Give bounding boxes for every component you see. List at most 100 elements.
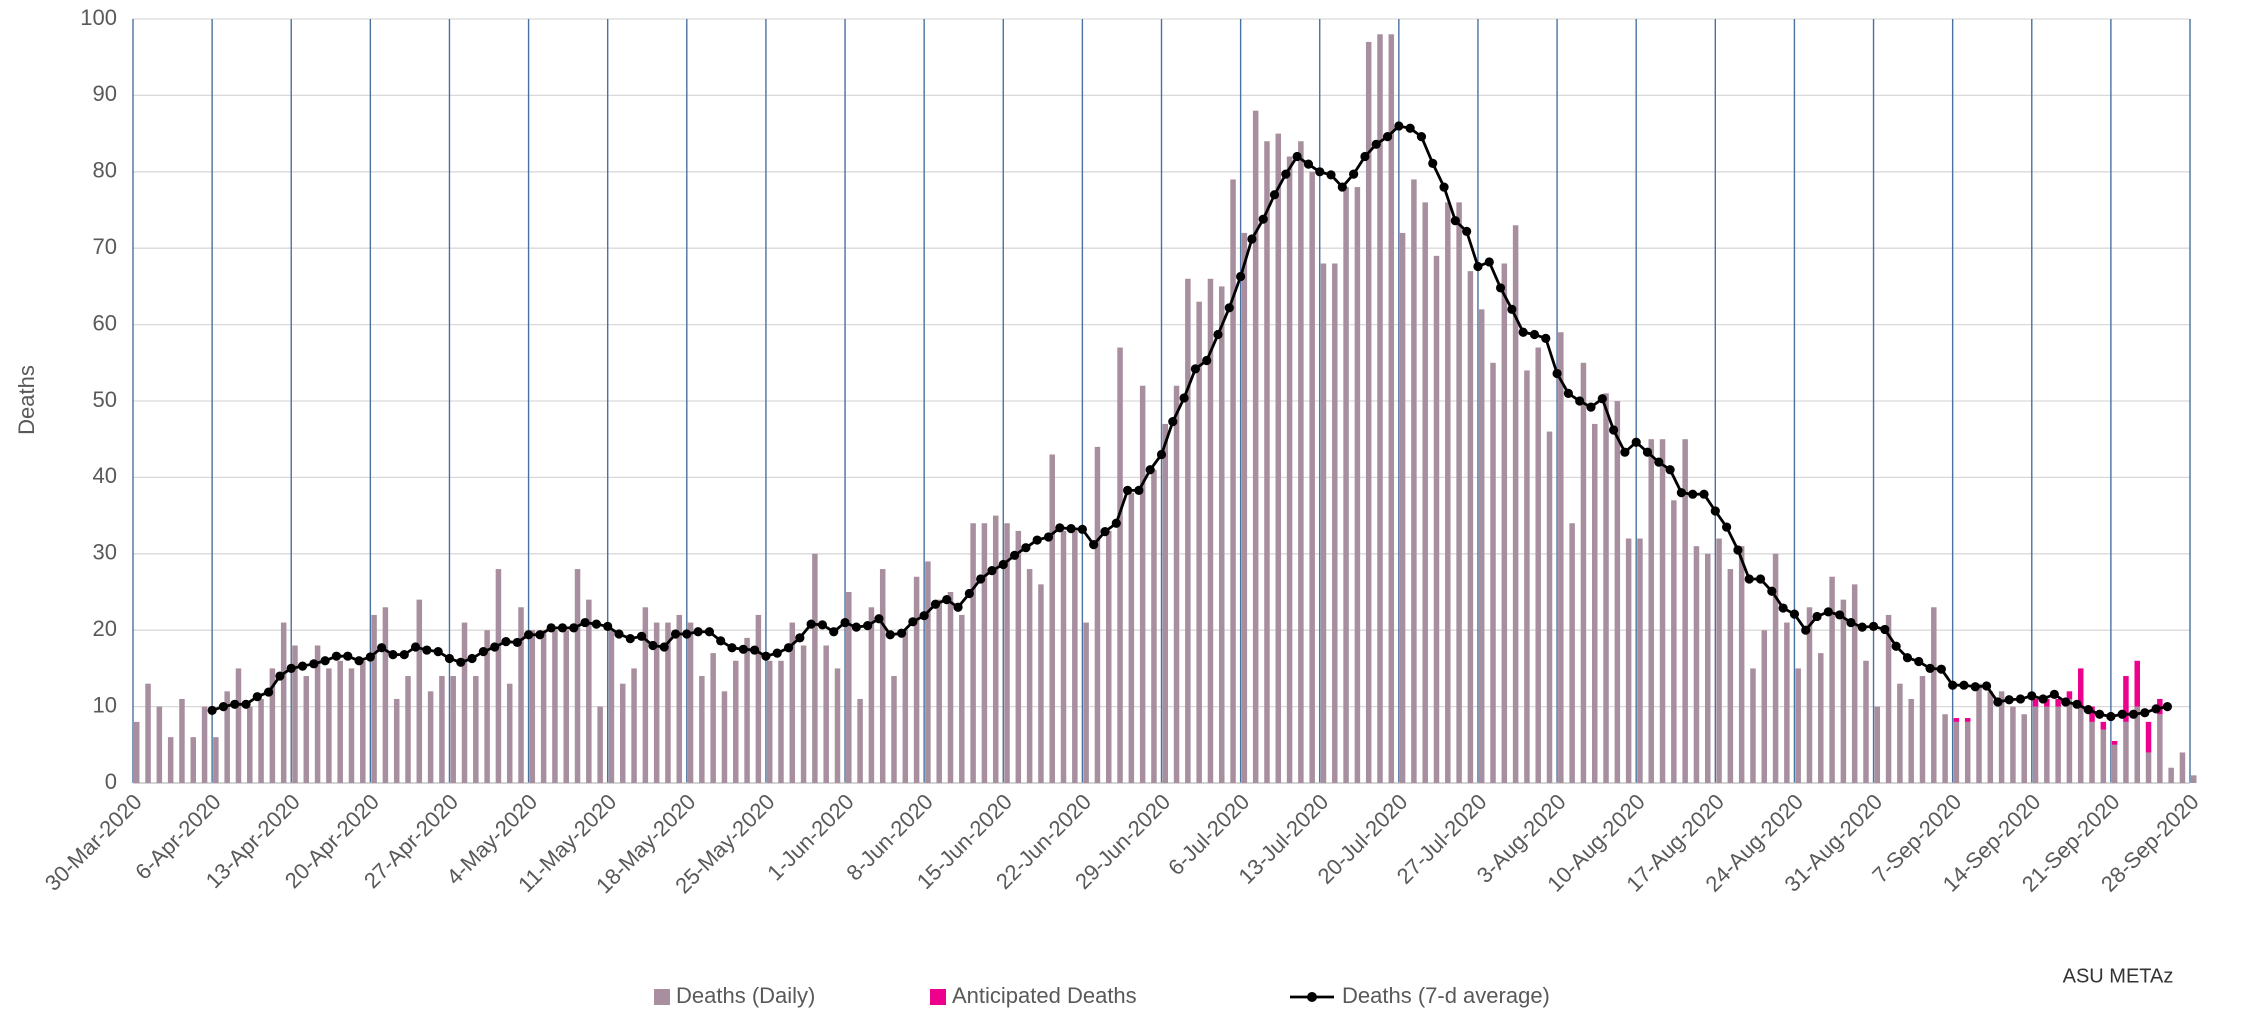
line-point [1518, 327, 1528, 337]
bar [1298, 141, 1304, 784]
line-point [2140, 708, 2150, 718]
bar [676, 614, 683, 783]
line-point [557, 623, 568, 633]
bar [1558, 332, 1564, 783]
bar [2055, 698, 2061, 707]
line-point [1236, 271, 1246, 282]
bar [1659, 439, 1666, 783]
line-point [478, 646, 488, 657]
legend-swatch [930, 989, 946, 1005]
bar [992, 515, 999, 783]
line-point [1902, 653, 1913, 663]
line-point [1439, 182, 1449, 192]
line-point [1575, 396, 1585, 406]
bar [1230, 179, 1236, 783]
bar [766, 660, 773, 783]
bar [744, 637, 750, 783]
line-point [636, 631, 647, 641]
bar [1433, 255, 1440, 784]
line-point [1258, 214, 1268, 224]
bar [224, 691, 230, 783]
line-point [580, 617, 590, 628]
line-point [1563, 388, 1573, 398]
line-point [942, 595, 952, 605]
bar [1863, 660, 1869, 783]
bar [2066, 691, 2073, 699]
bar [450, 676, 456, 783]
line-point [1586, 402, 1596, 412]
bar [823, 645, 829, 783]
line-point [433, 646, 443, 657]
line-point [1744, 574, 1754, 584]
bar [1105, 530, 1112, 783]
line-point [885, 630, 895, 640]
line-point [1484, 257, 1494, 267]
bar [484, 630, 490, 783]
line-point [410, 642, 421, 652]
line-point [1699, 489, 1709, 499]
bar [179, 698, 185, 783]
bar [1908, 698, 1914, 783]
bar [2089, 706, 2095, 722]
line-point [1111, 518, 1121, 528]
bar [280, 622, 287, 783]
bar [303, 676, 310, 783]
bar [2157, 714, 2163, 783]
line-point [1507, 304, 1517, 314]
bar [2021, 714, 2027, 783]
line-point [1552, 368, 1562, 379]
bar [1173, 385, 1180, 783]
line-point [840, 617, 850, 628]
bar [1591, 423, 1598, 783]
bar [1388, 34, 1395, 783]
bar [1128, 492, 1135, 783]
line-point [795, 633, 805, 643]
line-point [207, 705, 217, 716]
bar [1490, 362, 1496, 783]
bar [1151, 469, 1157, 783]
bar [981, 523, 988, 783]
line-point [1179, 393, 1189, 403]
bar [574, 569, 581, 783]
bar [1422, 202, 1428, 784]
bar [1083, 622, 1089, 783]
line-point [422, 645, 432, 655]
bar [1738, 546, 1745, 783]
line-point [1043, 532, 1054, 542]
bar [597, 706, 603, 783]
line-point [659, 642, 669, 652]
bar [642, 607, 649, 783]
bar [1784, 622, 1790, 783]
bar [2134, 660, 2140, 707]
bar [665, 622, 671, 783]
legend-marker [1307, 992, 1317, 1002]
line-point [591, 619, 601, 629]
line-point [2027, 691, 2037, 701]
line-point [1642, 447, 1653, 457]
bar [1716, 538, 1722, 783]
bar [1241, 232, 1248, 784]
line-point [1473, 261, 1483, 272]
line-point [1688, 489, 1698, 499]
bar [1275, 133, 1282, 784]
line-point [444, 653, 455, 664]
bar [755, 614, 762, 783]
bar [1772, 553, 1779, 783]
line-point [727, 643, 737, 653]
bar [902, 630, 909, 783]
bar [427, 691, 434, 783]
bar [134, 721, 140, 783]
bar [1625, 538, 1632, 783]
bar [2168, 767, 2174, 783]
line-point [1462, 226, 1472, 236]
line-point [523, 630, 534, 640]
bar [1580, 362, 1587, 783]
line-point [1055, 523, 1065, 533]
bar [1354, 187, 1361, 783]
bar [733, 660, 739, 783]
bar [1897, 683, 1903, 783]
bar [506, 683, 513, 783]
bar [2032, 698, 2039, 707]
